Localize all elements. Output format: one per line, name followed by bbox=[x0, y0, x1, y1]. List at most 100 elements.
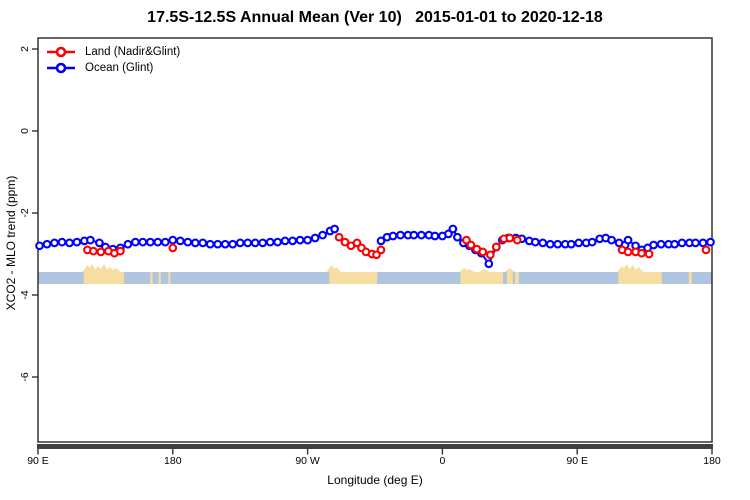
data-point bbox=[138, 237, 148, 247]
y-tick-label: -2 bbox=[19, 208, 31, 217]
map-strip-mountain bbox=[633, 267, 644, 272]
ocean-marker-icon bbox=[47, 62, 75, 74]
data-point bbox=[396, 230, 405, 240]
data-point bbox=[183, 237, 193, 247]
data-point bbox=[417, 230, 426, 240]
data-point bbox=[607, 235, 616, 245]
data-point bbox=[706, 237, 715, 247]
data-point bbox=[376, 236, 386, 246]
data-point bbox=[250, 238, 260, 248]
data-point bbox=[65, 238, 74, 248]
data-point bbox=[485, 250, 495, 260]
data-point bbox=[310, 233, 320, 243]
map-strip-mountain bbox=[98, 264, 109, 272]
data-point bbox=[637, 248, 646, 258]
data-point bbox=[505, 233, 515, 243]
data-point bbox=[220, 239, 230, 249]
x-tick-label: 90 E bbox=[27, 455, 49, 467]
data-point bbox=[153, 237, 163, 247]
data-point bbox=[280, 236, 290, 246]
data-point bbox=[50, 238, 59, 248]
data-point bbox=[701, 245, 711, 255]
data-point bbox=[96, 247, 106, 257]
data-point bbox=[698, 238, 708, 248]
x-tick-label: 180 bbox=[703, 455, 721, 467]
data-point bbox=[95, 238, 104, 248]
data-point bbox=[123, 239, 133, 249]
data-point bbox=[168, 235, 178, 245]
data-point bbox=[258, 238, 268, 248]
x-axis-label: Longitude (deg E) bbox=[327, 473, 423, 487]
data-point bbox=[623, 235, 633, 245]
data-point bbox=[205, 239, 215, 249]
data-point bbox=[566, 239, 576, 249]
legend-item-ocean: Ocean (Glint) bbox=[46, 60, 180, 76]
data-point bbox=[409, 230, 419, 240]
data-point bbox=[318, 230, 327, 240]
data-point bbox=[448, 224, 458, 234]
map-strip-land bbox=[515, 272, 519, 284]
map-strip-land bbox=[150, 272, 153, 284]
map-strip-land bbox=[83, 272, 125, 284]
data-point bbox=[453, 232, 462, 242]
y-tick-label: -4 bbox=[19, 290, 31, 299]
y-tick-label: -6 bbox=[19, 372, 31, 381]
data-point bbox=[213, 239, 223, 249]
legend: Land (Nadir&Glint) Ocean (Glint) bbox=[46, 44, 180, 76]
data-point bbox=[478, 247, 488, 257]
map-strip-land bbox=[688, 272, 692, 284]
x-tick-label: 0 bbox=[439, 455, 445, 467]
data-point bbox=[512, 235, 522, 245]
data-point bbox=[175, 236, 185, 246]
data-point bbox=[145, 237, 155, 247]
data-point bbox=[587, 237, 597, 247]
x-tick-label: 90 W bbox=[295, 455, 320, 467]
data-point bbox=[243, 238, 253, 248]
data-point bbox=[484, 259, 494, 269]
x-tick-label: 90 E bbox=[566, 455, 588, 467]
data-point bbox=[466, 240, 476, 250]
data-point bbox=[235, 238, 245, 248]
x-tick-label: 180 bbox=[164, 455, 182, 467]
data-point bbox=[677, 238, 687, 248]
data-point bbox=[288, 236, 297, 246]
data-point bbox=[228, 239, 238, 249]
plot-title: 17.5S-12.5S Annual Mean (Ver 10) 2015-01… bbox=[147, 9, 603, 26]
map-strip-mountain bbox=[479, 269, 490, 272]
data-point bbox=[303, 235, 312, 245]
data-point bbox=[89, 246, 98, 256]
map-strip-mountain bbox=[104, 267, 115, 272]
data-point bbox=[340, 237, 350, 247]
data-point bbox=[116, 246, 125, 256]
map-strip-land bbox=[158, 272, 161, 284]
data-point bbox=[491, 242, 501, 252]
map-strip-mountain bbox=[110, 268, 121, 272]
map-strip-mountain bbox=[464, 269, 475, 272]
data-point bbox=[334, 232, 344, 242]
data-point bbox=[623, 247, 633, 257]
data-point bbox=[574, 238, 584, 248]
y-tick-label: 2 bbox=[19, 46, 31, 52]
y-tick-label: 0 bbox=[19, 128, 31, 134]
legend-label-land: Land (Nadir&Glint) bbox=[85, 46, 181, 58]
data-point bbox=[42, 239, 52, 249]
map-strip-land bbox=[329, 272, 378, 284]
data-point bbox=[538, 238, 548, 248]
map-strip-mountain bbox=[504, 268, 515, 272]
map-strip-land bbox=[168, 272, 171, 284]
data-point bbox=[545, 239, 555, 249]
data-point bbox=[656, 239, 666, 249]
data-point bbox=[330, 224, 339, 234]
map-strip-land bbox=[460, 272, 504, 284]
data-point bbox=[691, 238, 700, 248]
data-point bbox=[273, 237, 282, 247]
data-point bbox=[72, 237, 82, 247]
map-strip-mountain bbox=[331, 267, 342, 272]
data-point bbox=[430, 231, 440, 241]
data-point bbox=[86, 235, 95, 245]
map-strip-land bbox=[506, 272, 513, 284]
data-point bbox=[530, 237, 540, 247]
map-strip-mountain bbox=[86, 264, 97, 272]
data-point bbox=[352, 238, 362, 248]
